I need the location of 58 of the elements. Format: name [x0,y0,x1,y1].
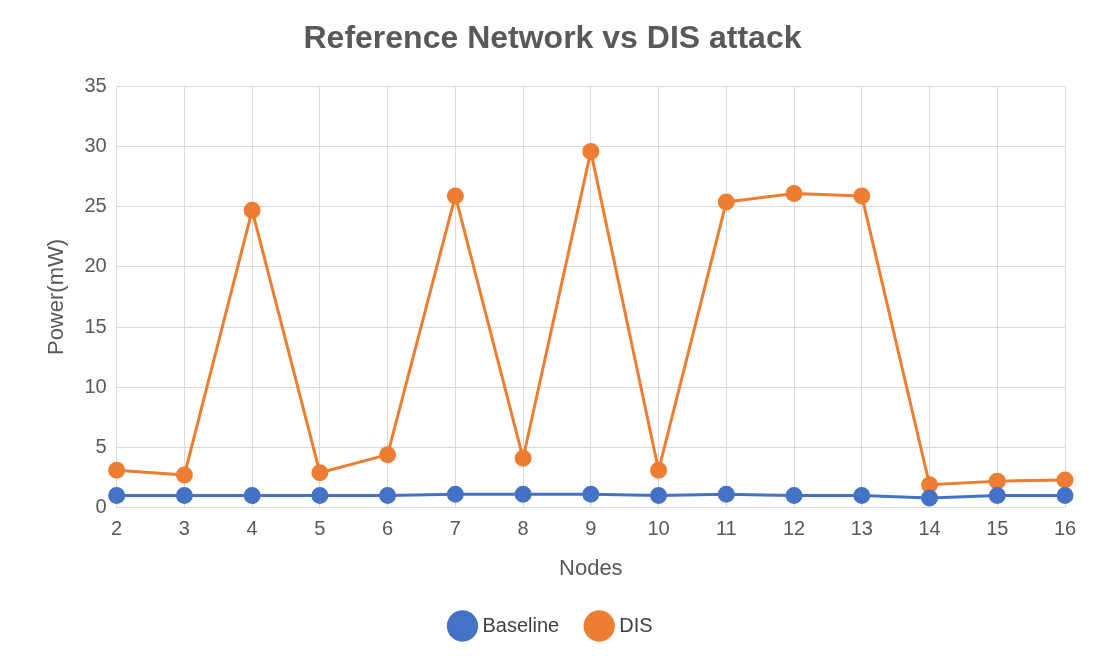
point [853,487,871,505]
point [108,461,126,479]
x-tick-label: 13 [850,517,873,540]
x-tick-label: 14 [918,517,941,540]
x-tick-label: 4 [246,517,258,540]
x-tick-label: 11 [715,517,737,540]
y-tick-label: 5 [95,434,107,457]
x-tick-label: 15 [986,517,1009,540]
point [785,487,803,505]
x-tick-label: 3 [178,517,190,540]
point [921,489,939,507]
y-tick-label: 35 [84,73,107,96]
chart-title: Reference Network vs DIS attack [303,19,802,56]
point [988,472,1006,490]
point [1056,471,1074,489]
x-tick-label: 2 [111,517,123,540]
point [1056,487,1074,505]
point [582,142,600,160]
y-tick-label: 30 [84,134,107,157]
y-axis-title: Power(mW) [43,238,69,356]
point [446,187,464,205]
y-tick-label: 15 [84,314,107,337]
point [243,487,261,505]
point [988,487,1006,505]
point [379,487,397,505]
point [175,487,193,505]
point [311,464,329,482]
point [446,485,464,503]
point [311,487,329,505]
point [379,446,397,464]
point [650,461,668,479]
point [717,485,735,503]
x-tick-label: 8 [517,517,529,540]
x-tick-label: 9 [585,517,597,540]
point [853,187,871,205]
y-tick-label: 25 [84,194,107,217]
x-tick-label: 12 [782,517,806,540]
y-tick-label: 0 [95,495,107,518]
point [582,485,600,503]
x-tick-label: 10 [647,517,670,540]
x-axis-title: Nodes [559,554,623,580]
point [514,449,532,467]
point [108,487,126,505]
x-tick-label: 5 [314,517,326,540]
point [650,487,668,505]
legend-label: DIS [619,613,653,636]
point [921,476,939,494]
point [785,185,803,203]
point [175,466,193,484]
point [243,201,261,219]
point [717,193,735,211]
legend-label: Baseline [482,613,560,636]
x-tick-label: 7 [449,517,461,540]
point [514,485,532,503]
y-tick-label: 20 [84,254,107,277]
x-tick-label: 6 [382,517,394,540]
x-tick-label: 16 [1053,517,1077,540]
y-tick-label: 10 [84,374,107,397]
